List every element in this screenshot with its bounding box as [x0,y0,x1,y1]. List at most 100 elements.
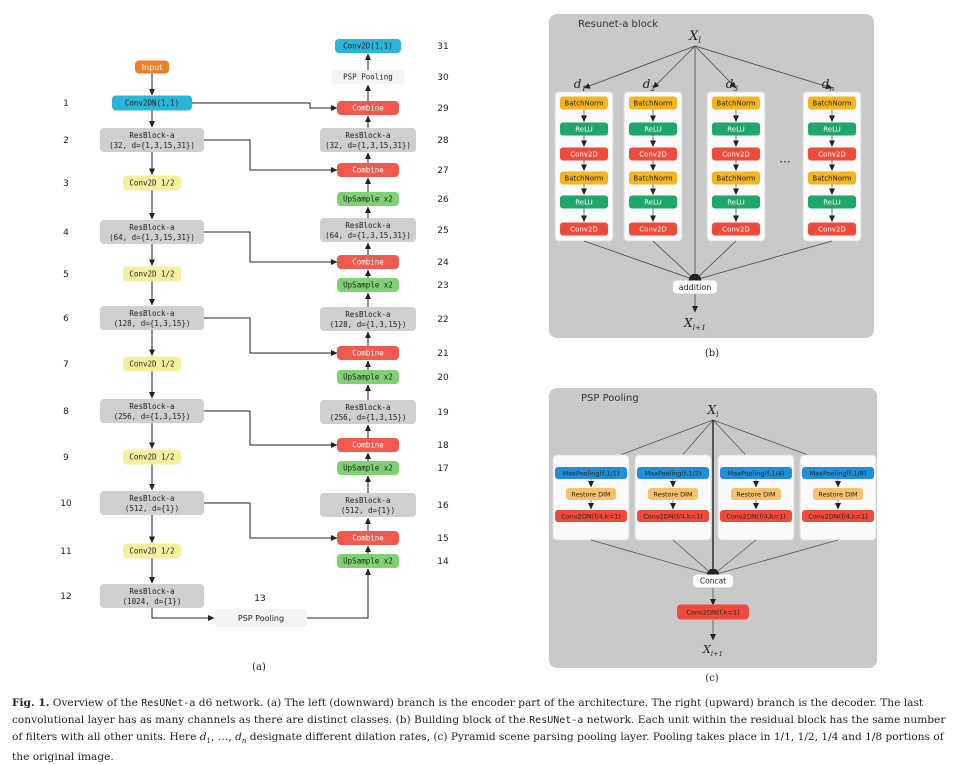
decoder-step-22: 22 [437,315,448,325]
branch-3-unit-6-label: Conv2D [722,226,750,234]
decoder-node-21-label: Combine [352,349,384,358]
decoder-step-31: 31 [437,42,448,52]
encoder-node-12-bg [100,584,204,608]
decoder-node-16-label-1: ResBlock-a [345,496,390,505]
encoder-node-9: Conv2D 1/2 [123,449,181,465]
decoder-node-29-bg [337,101,399,115]
decoder-node-29-label: Combine [352,104,384,113]
branch-arrow-2 [652,45,696,89]
branch-1-unit-6-bg [560,222,608,236]
branch-1-unit-5-label: ReLU [575,199,593,207]
branch-3-unit-4-bg [712,171,760,185]
encoder-step-9: 9 [63,453,69,463]
decoder-node-19-label-1: ResBlock-a [345,403,390,412]
skip-connection-4 [204,317,338,356]
psp-pool-3-label: MaxPooling(f,1/4) [728,469,785,477]
branch-3-unit-4-label: BatchNorm [716,175,755,183]
psp-restore-4-bg [813,488,863,500]
encoder-node-2-label-1: ResBlock-a [129,131,174,140]
psp-pool-1-label: MaxPooling(f,1/1) [563,469,620,477]
decoder-node-16-label-2: (512, d={1}) [341,506,395,515]
panel-c-psp-pooling: PSP Pooling Xl MaxPooling(f,1/1) Restore DI… [549,388,877,684]
addition-node: addition [673,280,717,294]
encoder-node-1-label: Conv2DN(1,1) [125,99,179,108]
encoder-node-10-bg [100,491,204,515]
branch-1-unit-3-bg [560,147,608,161]
encoder-node-11-bg [123,543,181,559]
encoder-step-6: 6 [63,314,69,324]
encoder-step-10: 10 [60,499,72,509]
encoder-node-8-bg [100,399,204,423]
branch-2-unit-6: Conv2D [629,222,677,236]
bottleneck-psp-pooling-label: PSP Pooling [238,614,284,623]
branch-4-unit-1-label: BatchNorm [812,100,851,108]
encoder-node-10-label-2: (512, d={1}) [125,504,179,513]
encoder-node-4-label-1: ResBlock-a [129,223,174,232]
decoder-node-25-label-2: (64, d={1,3,15,31}) [325,231,411,240]
encoder-step-11: 11 [60,547,71,557]
branch-2-unit-1-label: BatchNorm [633,100,672,108]
decoder-step-18: 18 [437,441,449,451]
encoder-step-5: 5 [63,270,69,280]
panel-c-label: (c) [705,673,719,684]
branch-3-unit-5-bg [712,195,760,209]
encoder-node-6: ResBlock-a(128, d={1,3,15}) [100,306,204,330]
decoder-step-14: 14 [437,557,449,567]
decoder-node-18-bg [337,438,399,452]
arrow-to-psp [151,608,215,621]
psp-pool-4-bg [802,467,874,479]
decoder-node-23-label: UpSample x2 [343,281,393,290]
branch-1-unit-1-bg [560,96,608,110]
branch-to-addition-4 [694,240,833,282]
decoder-step-26: 26 [437,195,449,205]
branch-1-unit-5-bg [560,195,608,209]
branch-2-unit-2-bg [629,122,677,136]
branch-2-unit-3-bg [629,147,677,161]
branch-2-unit-5-label: ReLU [644,199,662,207]
psp-to-concat-3 [712,539,757,576]
decoder-node-21-bg [337,346,399,360]
psp-pool-2-label: MaxPooling(f,1/2) [645,469,702,477]
psp-conv-1-label: Conv2DN(f/4,k=1) [561,512,621,520]
decoder-node-16-bg [320,493,416,517]
decoder-node-22-label-2: (128, d={1,3,15}) [330,320,407,329]
encoder-node-7-label: Conv2D 1/2 [129,360,174,369]
decoder-node-19: ResBlock-a(256, d={1,3,15}) [320,400,416,424]
encoder-node-10-label-1: ResBlock-a [129,494,174,503]
decoder-node-28-label-2: (32, d={1,3,15,31}) [325,141,411,150]
psp-conv-3-bg [720,510,792,522]
encoder-node-6-label-1: ResBlock-a [129,309,174,318]
decoder-step-25: 25 [437,226,448,236]
psp-pool-2: MaxPooling(f,1/2) [637,467,709,479]
panel-b-title: Resunet-a block [578,19,658,30]
branch-2-unit-5: ReLU [629,195,677,209]
branch-1-unit-3: Conv2D [560,147,608,161]
psp-restore-2-label: Restore DIM [653,490,692,498]
encoder-node-11-label: Conv2D 1/2 [129,547,174,556]
branch-4-unit-5-label: ReLU [823,199,841,207]
decoder-node-27-bg [337,163,399,177]
branch-2-unit-4-bg [629,171,677,185]
panel-b-label: (b) [705,348,719,359]
psp-to-concat-2 [672,539,714,576]
input-node: Input [135,60,169,74]
psp-conv-2-label: Conv2DN(f/4,k=1) [643,512,703,520]
branch-3-unit-6: Conv2D [712,222,760,236]
psp-conv-1-bg [555,510,627,522]
skip-connection-1 [192,102,338,111]
branch-4-unit-5-bg [808,195,856,209]
encoder-node-12-label-2: (1024, d={1}) [123,597,182,606]
branch-arrow-1 [583,45,696,89]
encoder-node-2: ResBlock-a(32, d={1,3,15,31}) [100,128,204,152]
decoder-node-31-label: Conv2D(1,1) [343,42,393,51]
decoder-node-27: Combine [337,163,399,177]
encoder-node-5: Conv2D 1/2 [123,266,181,282]
decoder-node-17-label: UpSample x2 [343,464,393,473]
decoder-node-19-bg [320,400,416,424]
branch-1-unit-3-label: Conv2D [570,151,598,159]
branch-1-unit-1-label: BatchNorm [564,100,603,108]
psp-conv-3: Conv2DN(f/4,k=1) [720,510,792,522]
branch-4-unit-2: ReLU [808,122,856,136]
panel-c-title: PSP Pooling [581,393,639,404]
